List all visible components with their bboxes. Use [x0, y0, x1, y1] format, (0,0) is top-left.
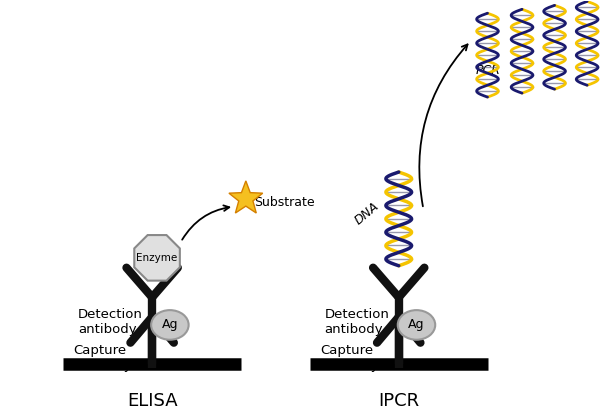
Polygon shape [134, 235, 180, 281]
Text: IPCR: IPCR [378, 392, 419, 410]
Ellipse shape [151, 310, 189, 340]
Text: Detection
antibody: Detection antibody [78, 308, 143, 336]
Text: PCR: PCR [476, 64, 501, 77]
Polygon shape [229, 181, 263, 213]
Text: Ag: Ag [162, 318, 178, 331]
Text: Ag: Ag [408, 318, 425, 331]
Text: Enzyme: Enzyme [137, 253, 178, 263]
Text: DNA: DNA [352, 200, 382, 228]
Text: ELISA: ELISA [127, 392, 177, 410]
Text: Capture
antibody: Capture antibody [73, 344, 132, 373]
Text: Substrate: Substrate [254, 196, 314, 209]
Ellipse shape [398, 310, 435, 340]
Text: Detection
antibody: Detection antibody [325, 308, 390, 336]
Text: Capture
antibody: Capture antibody [320, 344, 378, 373]
Polygon shape [229, 181, 263, 213]
